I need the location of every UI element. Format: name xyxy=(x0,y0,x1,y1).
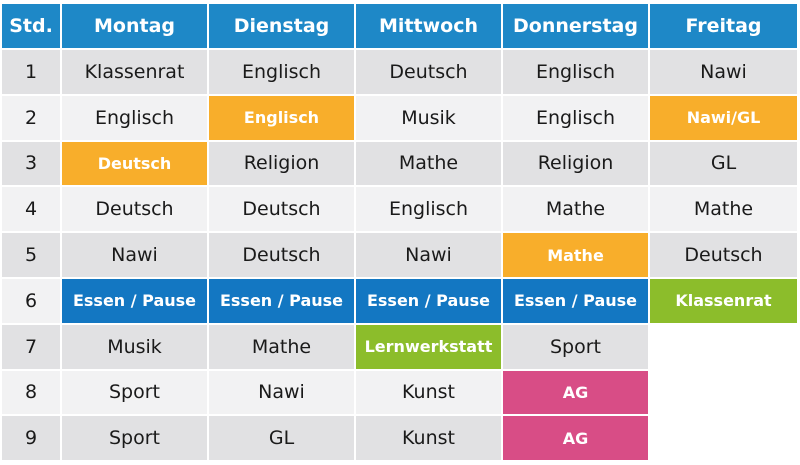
lesson-cell-thursday: Sport xyxy=(503,324,648,369)
lesson-cell-friday: Nawi xyxy=(650,50,797,94)
lesson-cell-wednesday: Deutsch xyxy=(356,50,501,94)
lesson-cell-wednesday: Musik xyxy=(356,95,501,140)
period-number: 8 xyxy=(2,370,60,415)
lesson-cell-tuesday: GL xyxy=(209,416,354,461)
lesson-cell-thursday: Essen / Pause xyxy=(503,278,648,323)
period-number: 2 xyxy=(2,95,60,140)
lesson-cell-thursday: AG xyxy=(503,416,648,461)
lesson-cell-thursday: Englisch xyxy=(503,95,648,140)
lesson-cell-tuesday: Deutsch xyxy=(209,233,354,277)
header-monday: Montag xyxy=(62,4,207,48)
lesson-cell-tuesday: Englisch xyxy=(209,95,354,140)
header-period: Std. xyxy=(2,4,60,48)
lesson-cell-thursday: Religion xyxy=(503,141,648,186)
empty-cell-friday xyxy=(650,324,797,369)
lesson-cell-tuesday: Essen / Pause xyxy=(209,278,354,323)
lesson-cell-friday: Deutsch xyxy=(650,233,797,277)
lesson-cell-thursday: Mathe xyxy=(503,233,648,277)
lesson-cell-tuesday: Religion xyxy=(209,141,354,186)
lesson-cell-friday: GL xyxy=(650,141,797,186)
lesson-cell-monday: Sport xyxy=(62,370,207,415)
lesson-cell-wednesday: Kunst xyxy=(356,416,501,461)
lesson-cell-monday: Musik xyxy=(62,324,207,369)
lesson-cell-monday: Klassenrat xyxy=(62,50,207,94)
lesson-cell-wednesday: Nawi xyxy=(356,233,501,277)
lesson-cell-wednesday: Kunst xyxy=(356,370,501,415)
lesson-cell-tuesday: Deutsch xyxy=(209,187,354,232)
lesson-cell-monday: Essen / Pause xyxy=(62,278,207,323)
period-number: 4 xyxy=(2,187,60,232)
period-number: 9 xyxy=(2,416,60,461)
period-number: 3 xyxy=(2,141,60,186)
empty-cell-friday xyxy=(650,416,797,461)
lesson-cell-friday: Klassenrat xyxy=(650,278,797,323)
header-friday: Freitag xyxy=(650,4,797,48)
lesson-cell-tuesday: Nawi xyxy=(209,370,354,415)
period-number: 1 xyxy=(2,50,60,94)
lesson-cell-wednesday: Essen / Pause xyxy=(356,278,501,323)
lesson-cell-friday: Mathe xyxy=(650,187,797,232)
lesson-cell-wednesday: Lernwerkstatt xyxy=(356,324,501,369)
lesson-cell-monday: Nawi xyxy=(62,233,207,277)
lesson-cell-wednesday: Englisch xyxy=(356,187,501,232)
empty-cell-friday xyxy=(650,370,797,415)
lesson-cell-tuesday: Englisch xyxy=(209,50,354,94)
period-number: 7 xyxy=(2,324,60,369)
lesson-cell-monday: Sport xyxy=(62,416,207,461)
header-thursday: Donnerstag xyxy=(503,4,648,48)
header-wednesday: Mittwoch xyxy=(356,4,501,48)
lesson-cell-thursday: AG xyxy=(503,370,648,415)
lesson-cell-wednesday: Mathe xyxy=(356,141,501,186)
lesson-cell-thursday: Englisch xyxy=(503,50,648,94)
timetable: Std. Montag Dienstag Mittwoch Donnerstag… xyxy=(2,4,797,461)
lesson-cell-friday: Nawi/GL xyxy=(650,95,797,140)
lesson-cell-monday: Englisch xyxy=(62,95,207,140)
header-tuesday: Dienstag xyxy=(209,4,354,48)
lesson-cell-thursday: Mathe xyxy=(503,187,648,232)
period-number: 5 xyxy=(2,233,60,277)
period-number: 6 xyxy=(2,278,60,323)
lesson-cell-monday: Deutsch xyxy=(62,187,207,232)
lesson-cell-monday: Deutsch xyxy=(62,141,207,186)
lesson-cell-tuesday: Mathe xyxy=(209,324,354,369)
